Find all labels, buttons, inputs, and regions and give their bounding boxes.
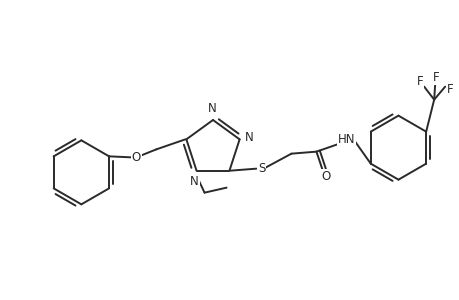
Text: F: F [432, 71, 438, 84]
Text: N: N [244, 131, 253, 144]
Text: HN: HN [337, 133, 354, 146]
Text: N: N [190, 175, 198, 188]
Text: O: O [131, 151, 141, 164]
Text: F: F [416, 75, 423, 88]
Text: F: F [446, 83, 453, 96]
Text: O: O [321, 170, 330, 183]
Text: N: N [207, 102, 216, 115]
Text: S: S [257, 162, 264, 175]
